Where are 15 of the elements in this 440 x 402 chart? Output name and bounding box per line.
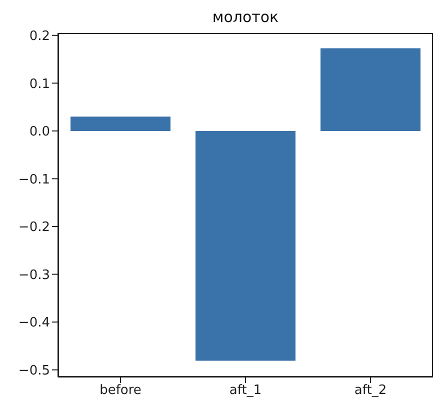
y-tick-label: −0.5 — [18, 363, 50, 378]
y-tick-label: −0.4 — [18, 316, 50, 331]
y-tick-label: 0.0 — [29, 124, 50, 140]
bar — [196, 130, 296, 361]
x-tick-label: aft_2 — [354, 383, 387, 398]
y-tick-label: 0.2 — [29, 29, 50, 44]
y-tick-label: −0.3 — [18, 268, 50, 283]
y-tick-label: −0.1 — [18, 172, 50, 188]
y-tick-label: −0.2 — [18, 220, 50, 236]
x-tick-label: aft_1 — [229, 383, 262, 398]
bar — [70, 116, 170, 131]
y-tick-label: 0.1 — [29, 76, 50, 92]
chart-title: молоток — [211, 8, 280, 26]
bar — [320, 48, 420, 131]
x-tick-label: before — [100, 383, 142, 398]
